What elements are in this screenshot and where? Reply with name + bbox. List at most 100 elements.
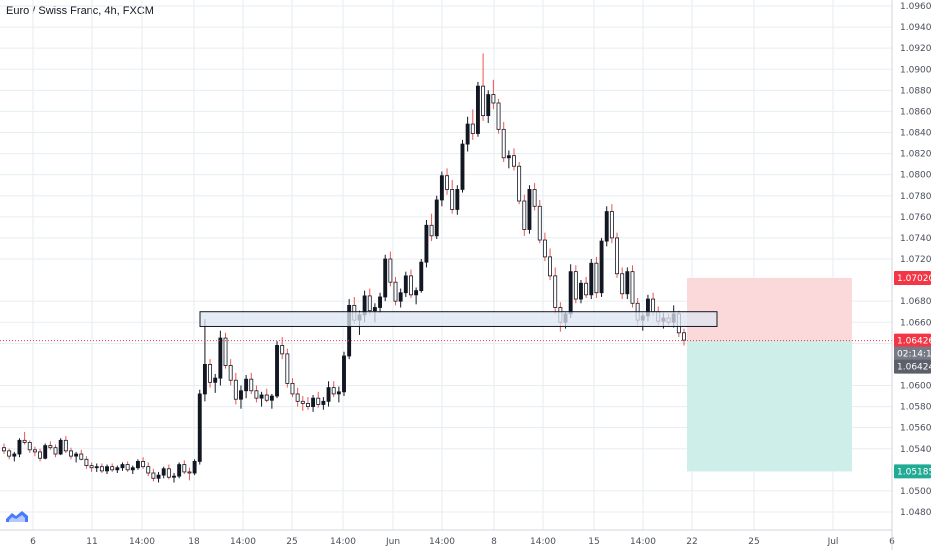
candle-body <box>527 189 532 230</box>
candle-body <box>12 453 17 457</box>
candle-body <box>599 240 604 294</box>
candle-body <box>74 453 79 457</box>
candle-body <box>460 143 465 190</box>
candle-body <box>584 282 589 296</box>
candle-body <box>115 467 120 471</box>
candle-body <box>321 400 326 405</box>
candle-body <box>398 292 403 302</box>
candle-body <box>264 394 269 401</box>
candle-body <box>228 365 233 381</box>
y-tick-label: 1.05800 <box>900 403 932 413</box>
candle-body <box>615 237 619 275</box>
candle-body <box>22 439 27 443</box>
y-tick-label: 1.07400 <box>900 234 932 244</box>
candle-body <box>342 355 346 393</box>
candle-body <box>7 450 12 457</box>
y-tick-label: 1.07600 <box>900 213 932 223</box>
candle-body <box>604 211 609 242</box>
bid-price-badge <box>894 359 931 374</box>
candle-body <box>161 468 166 476</box>
y-tick-label: 1.04800 <box>900 508 932 518</box>
candle-body <box>532 189 537 207</box>
position-zones[interactable] <box>687 277 852 472</box>
x-tick-label: 15 <box>588 537 599 547</box>
candle-body <box>553 275 558 308</box>
chart-title: Euro / Swiss Franc, 4h, FXCM <box>6 5 154 17</box>
candle-body <box>475 85 480 134</box>
candle-body <box>275 345 279 397</box>
candle-body <box>403 275 408 294</box>
candle-body <box>465 123 470 145</box>
candle-body <box>388 258 393 283</box>
candle-body <box>429 224 434 237</box>
candle-body <box>316 397 321 405</box>
y-tick-label: 1.06800 <box>900 297 932 307</box>
candle-body <box>166 468 171 478</box>
candle-body <box>414 290 419 296</box>
candle-body <box>17 439 22 455</box>
candle-body <box>249 378 254 392</box>
candle-body <box>218 337 223 379</box>
candle-body <box>506 155 511 159</box>
candle-body <box>378 296 383 308</box>
candle-body <box>94 466 99 469</box>
candle-body <box>27 442 32 451</box>
candle-body <box>326 387 331 402</box>
candle-body <box>630 271 635 304</box>
countdown-badge-text: 02:14:14 <box>897 350 932 360</box>
y-tick-label: 1.05000 <box>900 487 932 497</box>
candle-body <box>130 467 135 471</box>
candle-body <box>512 155 516 167</box>
candle-body <box>491 94 496 104</box>
candle-body <box>573 271 578 300</box>
y-tick-label: 1.06000 <box>900 382 932 392</box>
candle-body <box>269 395 274 401</box>
candle-body <box>424 224 429 263</box>
stop-loss-zone[interactable] <box>687 277 852 341</box>
support-resistance-zone[interactable] <box>199 311 718 327</box>
candle-body <box>38 451 43 459</box>
candle-body <box>517 165 522 202</box>
x-tick-label: 14:00 <box>129 537 155 547</box>
x-tick-label: 25 <box>286 537 297 547</box>
candle-body <box>589 262 594 296</box>
candle-body <box>254 390 259 399</box>
candle-body <box>151 472 156 479</box>
y-tick-label: 1.06600 <box>900 318 932 328</box>
candle-body <box>367 295 372 312</box>
candle-body <box>486 94 491 117</box>
y-tick-label: 1.08000 <box>900 171 932 181</box>
candle-body <box>48 445 53 449</box>
candle-body <box>537 205 542 241</box>
overlays[interactable] <box>0 311 892 342</box>
y-tick-label: 1.08200 <box>900 150 932 160</box>
candle-body <box>295 393 300 402</box>
stop-price-badge <box>894 270 931 285</box>
candle-body <box>58 439 63 455</box>
candle-body <box>141 460 146 468</box>
candle-body <box>110 466 115 471</box>
x-tick-label: 6 <box>30 537 36 547</box>
candle-body <box>156 474 161 479</box>
candle-body <box>383 258 388 298</box>
candle-body <box>501 128 506 159</box>
x-tick-label: 14:00 <box>330 537 356 547</box>
candle-body <box>496 102 501 130</box>
candle-body <box>609 211 614 239</box>
candle-body <box>434 199 439 237</box>
target-price-badge-text: 1.05185 <box>897 467 932 477</box>
candle-body <box>439 175 444 201</box>
tradingview-logo-icon[interactable] <box>6 510 28 526</box>
candle-body <box>285 353 290 384</box>
take-profit-zone[interactable] <box>687 340 852 472</box>
candle-body <box>233 379 238 400</box>
candle-body <box>69 450 73 457</box>
candle-body <box>239 390 243 400</box>
y-tick-label: 1.07200 <box>900 255 932 265</box>
candle-body <box>105 466 109 472</box>
candle-body <box>79 453 84 460</box>
candle-body <box>213 377 218 383</box>
candle-body <box>290 382 295 395</box>
